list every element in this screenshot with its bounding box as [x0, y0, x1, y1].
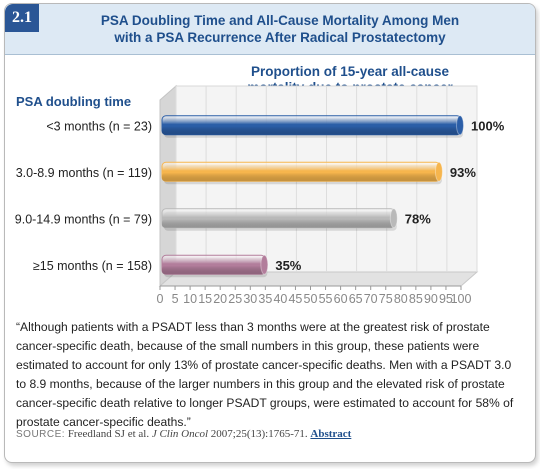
x-tick-label: 10: [183, 292, 197, 306]
x-tick-label: 60: [334, 292, 348, 306]
source-line: SOURCE: Freedland SJ et al. J Clin Oncol…: [16, 428, 521, 440]
x-tick-label: 35: [258, 292, 272, 306]
bar-lower-shade: [162, 172, 440, 182]
x-tick-label: 95: [439, 292, 453, 306]
category-label: <3 months (n = 23): [46, 119, 152, 133]
bar-value-label: 35%: [275, 258, 301, 273]
category-label: 9.0-14.9 months (n = 79): [15, 212, 152, 226]
bar-end-cap: [260, 254, 269, 275]
source-citation: 2007;25(13):1765-71.: [210, 428, 308, 440]
category-label: 3.0-8.9 months (n = 119): [16, 166, 152, 180]
x-tick-label: 15: [198, 292, 212, 306]
x-tick-label: 0: [157, 292, 164, 306]
bar-value-label: 100%: [471, 118, 505, 133]
bar-lower-shade: [162, 265, 266, 275]
bar-end-cap: [456, 115, 464, 136]
abstract-link[interactable]: Abstract: [310, 428, 352, 440]
x-tick-label: 25: [228, 292, 242, 306]
x-tick-label: 65: [349, 292, 363, 306]
quote-text: “Although patients with a PSADT less tha…: [16, 320, 514, 429]
source-journal: J Clin Oncol: [151, 428, 209, 440]
x-tick-label: 40: [273, 292, 287, 306]
x-tick-label: 80: [394, 292, 408, 306]
chart-title-line-1: Proportion of 15-year all-cause: [250, 64, 450, 79]
bar-lower-shade: [162, 219, 395, 228]
x-tick-label: 20: [213, 292, 227, 306]
x-tick-label: 100: [451, 292, 472, 306]
figure-number-badge: 2.1: [5, 4, 39, 32]
x-tick-label: 75: [379, 292, 393, 306]
figure-header: 2.1 PSA Doubling Time and All-Cause Mort…: [5, 4, 535, 55]
figure-title-line-2: with a PSA Recurrence After Radical Pros…: [114, 30, 446, 45]
figure-title-line-1: PSA Doubling Time and All-Cause Mortalit…: [100, 13, 460, 28]
category-label: ≥15 months (n = 158): [33, 259, 152, 273]
x-tick-label: 90: [424, 292, 438, 306]
bar-value-label: 78%: [405, 211, 431, 226]
x-tick-label: 50: [304, 292, 318, 306]
x-tick-label: 85: [409, 292, 423, 306]
x-tick-label: 70: [364, 292, 378, 306]
figure-title: PSA Doubling Time and All-Cause Mortalit…: [45, 12, 515, 46]
bar-lower-shade: [162, 126, 461, 135]
y-axis-title: PSA doubling time: [16, 94, 132, 109]
x-tick-label: 55: [319, 292, 333, 306]
source-authors: Freedland SJ et al.: [67, 428, 150, 440]
x-tick-label: 45: [288, 292, 302, 306]
x-tick-label: 5: [172, 292, 179, 306]
bar-end-cap: [389, 208, 398, 229]
bar-end-cap: [434, 161, 443, 182]
source-label: SOURCE:: [16, 429, 66, 440]
x-tick-label: 30: [243, 292, 257, 306]
bar-value-label: 93%: [450, 165, 476, 180]
